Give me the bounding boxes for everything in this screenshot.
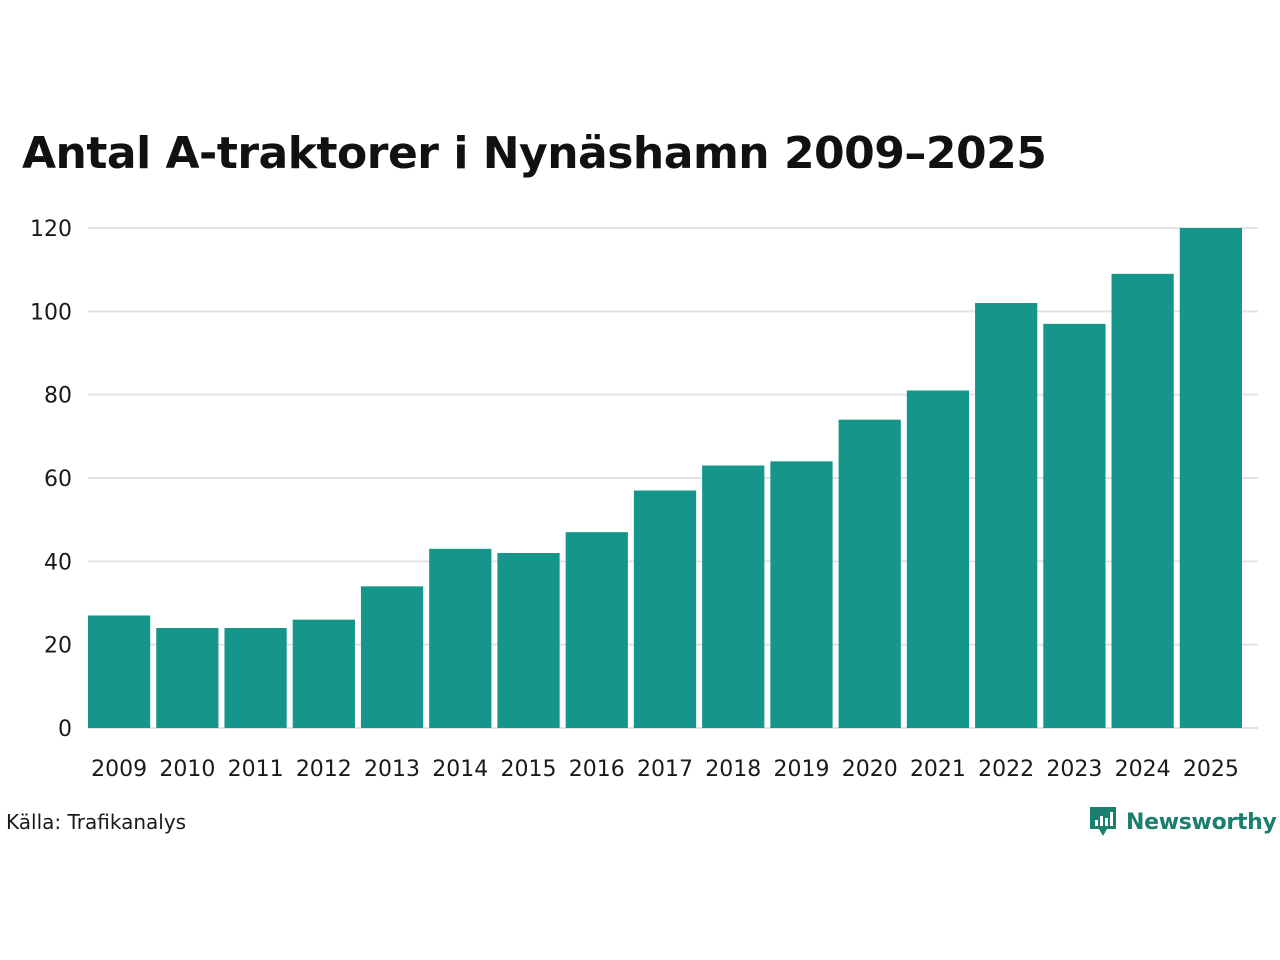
bar-2019	[770, 461, 833, 728]
bar-2021	[906, 390, 970, 728]
brand-logo: Newsworthy	[1088, 804, 1277, 840]
y-tick-label: 120	[30, 217, 72, 242]
x-tick-label: 2009	[91, 757, 147, 782]
x-tick-label: 2010	[159, 757, 215, 782]
y-tick-label: 20	[44, 634, 72, 659]
bar-2015	[497, 553, 560, 728]
y-tick-label: 40	[44, 550, 72, 575]
bar-2011	[224, 628, 287, 728]
y-tick-label: 80	[44, 384, 72, 409]
newsworthy-logo-icon	[1090, 807, 1116, 836]
bar-2016	[565, 532, 628, 728]
x-tick-label: 2025	[1183, 757, 1239, 782]
bar-2025	[1179, 228, 1242, 728]
x-tick-label: 2021	[910, 757, 966, 782]
y-tick-label: 100	[30, 300, 72, 325]
x-tick-label: 2011	[228, 757, 284, 782]
y-tick-label: 0	[58, 717, 72, 742]
x-tick-label: 2022	[978, 757, 1034, 782]
bar-2017	[633, 490, 697, 728]
x-tick-label: 2015	[501, 757, 557, 782]
brand-name: Newsworthy	[1126, 809, 1277, 835]
bars	[88, 228, 1242, 728]
bar-2023	[1043, 323, 1106, 728]
x-tick-label: 2019	[773, 757, 829, 782]
bar-2014	[429, 548, 492, 728]
x-tick-label: 2020	[842, 757, 898, 782]
x-tick-label: 2017	[637, 757, 693, 782]
source-note: Källa: Trafikanalys	[6, 810, 187, 834]
x-tick-label: 2013	[364, 757, 420, 782]
bar-2018	[702, 465, 765, 728]
x-tick-label: 2018	[705, 757, 761, 782]
bar-2012	[292, 619, 355, 728]
bar-2024	[1111, 273, 1174, 728]
x-tick-label: 2012	[296, 757, 352, 782]
x-axis-ticks: 2009 2010 2011 2012 2013 2014 2015 2016 2017 2018…	[91, 757, 1239, 782]
x-tick-label: 2014	[432, 757, 488, 782]
bar-2020	[838, 419, 901, 728]
y-axis-ticks: 0 20 40 60 80 100 120	[30, 217, 72, 742]
x-tick-label: 2023	[1046, 757, 1102, 782]
x-tick-label: 2016	[569, 757, 625, 782]
y-tick-label: 60	[44, 467, 72, 492]
x-tick-label: 2024	[1115, 757, 1171, 782]
bar-2010	[156, 628, 219, 728]
chart-title: Antal A-traktorer i Nynäshamn 2009–2025	[22, 128, 1047, 179]
bar-2009	[88, 615, 151, 728]
bar-2013	[360, 586, 424, 728]
bar-2022	[975, 303, 1038, 728]
